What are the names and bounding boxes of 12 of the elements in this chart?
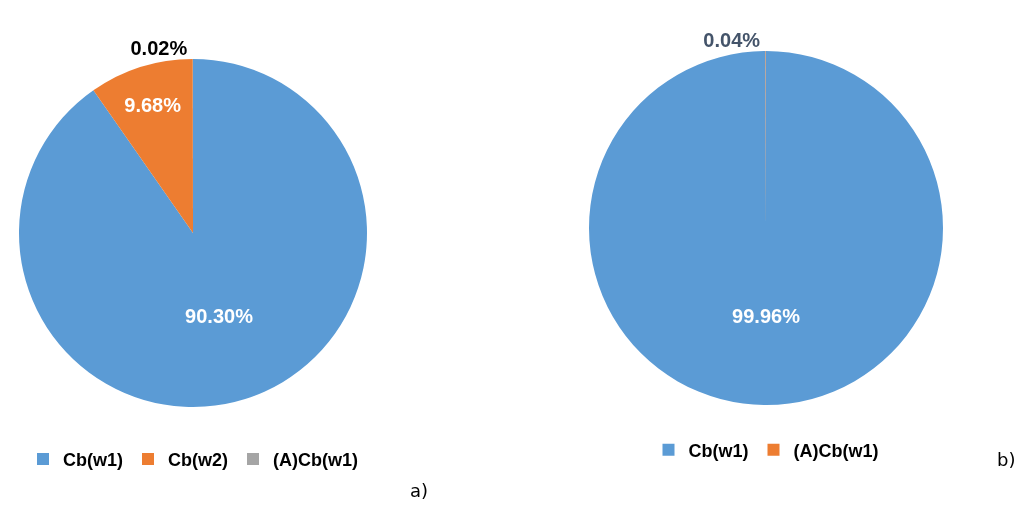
legend-label: Cb(w2): [168, 449, 228, 470]
legend-label: (A)Cb(w1): [793, 440, 879, 461]
data-label: 0.02%: [130, 37, 188, 59]
data-label: 90.30%: [185, 304, 254, 327]
data-label: 9.68%: [124, 94, 182, 117]
legend-label: Cb(w1): [63, 449, 123, 470]
text: b): [997, 449, 1016, 470]
text: a): [410, 480, 429, 501]
data-label: 99.96%: [732, 305, 801, 328]
data-label: 0.04%: [703, 29, 761, 51]
legend-label: (A)Cb(w1): [273, 449, 358, 470]
legend-label: Cb(w1): [688, 440, 749, 461]
